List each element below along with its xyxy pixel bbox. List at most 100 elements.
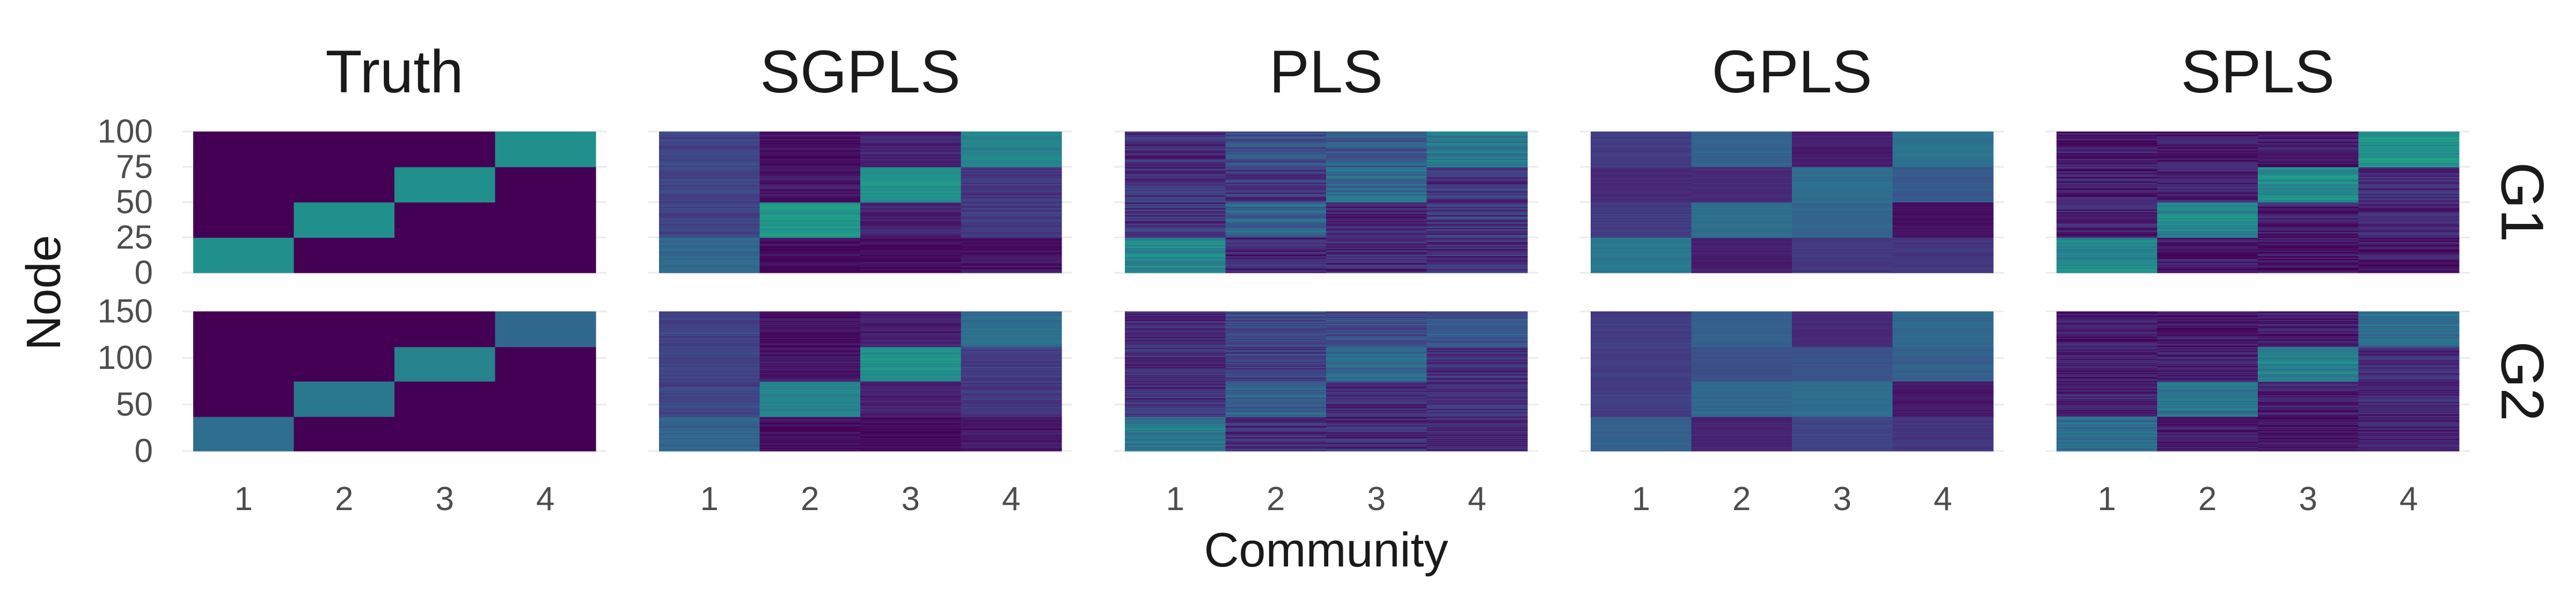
heatmap-cell: [659, 379, 760, 381]
heatmap-cell: [759, 336, 861, 338]
heatmap-cell: [394, 164, 496, 166]
heatmap-cell: [193, 389, 295, 391]
heatmap-cell: [1225, 373, 1327, 374]
heatmap-cell: [2358, 151, 2460, 154]
heatmap-cell: [193, 212, 295, 214]
heatmap-cell: [860, 402, 962, 403]
heatmap-cell: [1326, 347, 1428, 349]
heatmap-cell: [2157, 346, 2258, 348]
heatmap-cell: [2157, 326, 2258, 328]
heatmap-cell: [1326, 325, 1428, 327]
heatmap-cell: [860, 157, 962, 159]
heatmap-cell: [2258, 196, 2359, 199]
heatmap-cell: [1892, 354, 1994, 356]
heatmap-cell: [1691, 384, 1792, 386]
heatmap-cell: [495, 379, 596, 381]
heatmap-cell: [2057, 424, 2158, 426]
heatmap-cell: [860, 144, 962, 146]
heatmap-cell: [1426, 408, 1528, 410]
heatmap-cell: [1691, 364, 1792, 366]
heatmap-cell: [1691, 391, 1792, 393]
heatmap-cell: [1326, 352, 1428, 354]
heatmap-cell: [394, 419, 496, 421]
heatmap-cell: [1691, 389, 1792, 391]
heatmap-cell: [2157, 368, 2258, 370]
heatmap-cell: [1591, 164, 1692, 166]
heatmap-cell: [2258, 376, 2359, 378]
heatmap-cell: [2358, 134, 2460, 136]
heatmap-cell: [2157, 140, 2258, 142]
heatmap-cell: [1426, 260, 1528, 262]
heatmap-cell: [394, 175, 496, 177]
heatmap-cell: [1591, 432, 1692, 434]
heatmap-cell: [394, 446, 496, 448]
heatmap-cell: [1892, 161, 1994, 163]
heatmap-cell: [2358, 206, 2460, 208]
heatmap-cell: [2057, 447, 2158, 449]
heatmap-cell: [1426, 401, 1528, 402]
heatmap-cell: [1225, 312, 1327, 314]
heatmap-cell: [659, 257, 760, 259]
heatmap-cell: [1326, 384, 1428, 387]
y-tick-label: 50: [116, 184, 153, 221]
heatmap-cell: [495, 332, 596, 333]
heatmap-cell: [860, 448, 962, 450]
heatmap-cell: [2157, 406, 2258, 408]
heatmap-cell: [1892, 249, 1994, 251]
heatmap-cell: [495, 313, 596, 315]
heatmap-cell: [1792, 372, 1893, 373]
heatmap-cell: [659, 381, 760, 383]
heatmap-cell: [2258, 370, 2359, 373]
heatmap-cell: [193, 234, 295, 237]
heatmap-cell: [1326, 326, 1428, 328]
heatmap-cell: [2258, 200, 2359, 203]
heatmap-cell: [961, 372, 1062, 373]
heatmap-cell: [1691, 417, 1792, 419]
heatmap-cell: [1892, 410, 1994, 412]
heatmap-cell: [1326, 402, 1428, 403]
heatmap-cell: [759, 346, 861, 348]
heatmap-cell: [2057, 413, 2158, 415]
heatmap-cell: [1326, 365, 1428, 367]
heatmap-cell: [1591, 419, 1692, 421]
heatmap-cell: [1225, 344, 1327, 345]
heatmap-cell: [860, 251, 962, 253]
heatmap-cell: [860, 405, 962, 407]
heatmap-cell: [2057, 415, 2158, 416]
heatmap-cell: [1225, 150, 1327, 152]
heatmap-cell: [1591, 227, 1692, 230]
heatmap-cell: [1426, 388, 1528, 389]
heatmap-cell: [1426, 188, 1528, 190]
heatmap-cell: [1691, 322, 1792, 323]
heatmap-cell: [1691, 175, 1792, 177]
heatmap-cell: [495, 184, 596, 186]
heatmap-cell: [1892, 157, 1994, 159]
heatmap-cell: [2157, 313, 2258, 315]
heatmap-cell: [1792, 444, 1893, 446]
heatmap-cell: [1691, 333, 1792, 335]
heatmap-cell: [2057, 316, 2158, 317]
heatmap-cell: [1326, 368, 1428, 370]
heatmap-cell: [1326, 341, 1428, 343]
heatmap-cell: [495, 139, 596, 141]
heatmap-cell: [2258, 319, 2359, 321]
heatmap-cell: [2157, 329, 2258, 331]
heatmap-cell: [1225, 406, 1327, 408]
heatmap-cell: [1591, 233, 1692, 235]
heatmap-cell: [759, 432, 861, 434]
heatmap-cell: [2258, 378, 2359, 380]
heatmap-cell: [495, 256, 596, 258]
heatmap-cell: [961, 410, 1062, 412]
heatmap-cell: [1591, 340, 1692, 342]
heatmap-cell: [2358, 447, 2460, 449]
heatmap-cell: [294, 402, 395, 403]
heatmap-cell: [1792, 168, 1893, 170]
heatmap-panel-gpls-g1: [1591, 132, 1994, 273]
heatmap-cell: [961, 206, 1062, 208]
heatmap-cell: [961, 333, 1062, 335]
heatmap-cell: [2057, 212, 2158, 214]
heatmap-cell: [2358, 144, 2460, 146]
heatmap-cell: [1225, 416, 1327, 417]
heatmap-cell: [2057, 312, 2158, 314]
heatmap-cell: [1426, 236, 1528, 238]
